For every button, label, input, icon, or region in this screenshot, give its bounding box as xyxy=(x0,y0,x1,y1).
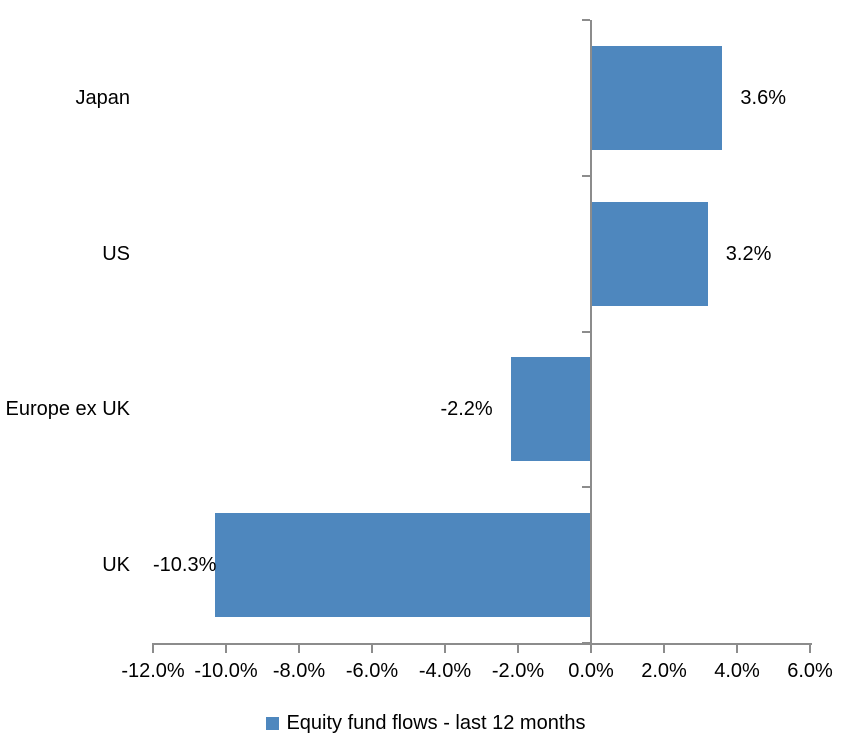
legend: Equity fund flows - last 12 months xyxy=(0,709,852,737)
x-tick xyxy=(298,643,300,653)
x-axis-line xyxy=(153,643,812,645)
x-tick xyxy=(809,643,811,653)
category-tick xyxy=(582,19,590,21)
category-label: US xyxy=(102,242,130,265)
bar-value-label: 3.6% xyxy=(740,86,786,109)
x-tick-label: -8.0% xyxy=(272,660,326,682)
category-label: Japan xyxy=(75,86,131,109)
x-tick xyxy=(152,643,154,653)
x-tick xyxy=(371,643,373,653)
category-tick xyxy=(582,174,590,177)
x-tick xyxy=(590,643,592,653)
x-tick-label: 2.0% xyxy=(641,660,687,682)
legend-swatch-icon xyxy=(266,716,280,730)
x-tick-label: -4.0% xyxy=(418,660,472,682)
category-tick xyxy=(582,642,590,644)
category-label: UK xyxy=(102,554,130,577)
x-tick xyxy=(225,643,227,653)
x-tick-label: 0.0% xyxy=(568,660,614,682)
category-tick xyxy=(582,330,590,333)
y-axis-line xyxy=(590,20,592,645)
x-tick xyxy=(517,643,519,653)
legend-label: Equity fund flows - last 12 months xyxy=(286,712,586,734)
x-tick-label: -2.0% xyxy=(491,660,545,682)
x-tick-label: -12.0% xyxy=(121,660,185,682)
x-tick-label: 6.0% xyxy=(787,660,833,682)
bar-value-label: 3.2% xyxy=(725,242,772,265)
bar xyxy=(592,45,723,150)
bar xyxy=(592,201,708,306)
x-tick xyxy=(736,643,738,653)
x-tick-label: 4.0% xyxy=(714,660,760,682)
x-tick-label: -10.0% xyxy=(194,660,258,682)
bar-value-label: -2.2% xyxy=(440,398,493,421)
x-tick-label: -6.0% xyxy=(345,660,399,682)
x-tick xyxy=(444,643,446,653)
category-label: Europe ex UK xyxy=(5,398,130,421)
category-tick xyxy=(582,486,590,489)
bar xyxy=(510,357,590,462)
bar-value-label: -10.3% xyxy=(153,554,217,577)
bar xyxy=(215,513,590,618)
x-tick xyxy=(663,643,665,653)
